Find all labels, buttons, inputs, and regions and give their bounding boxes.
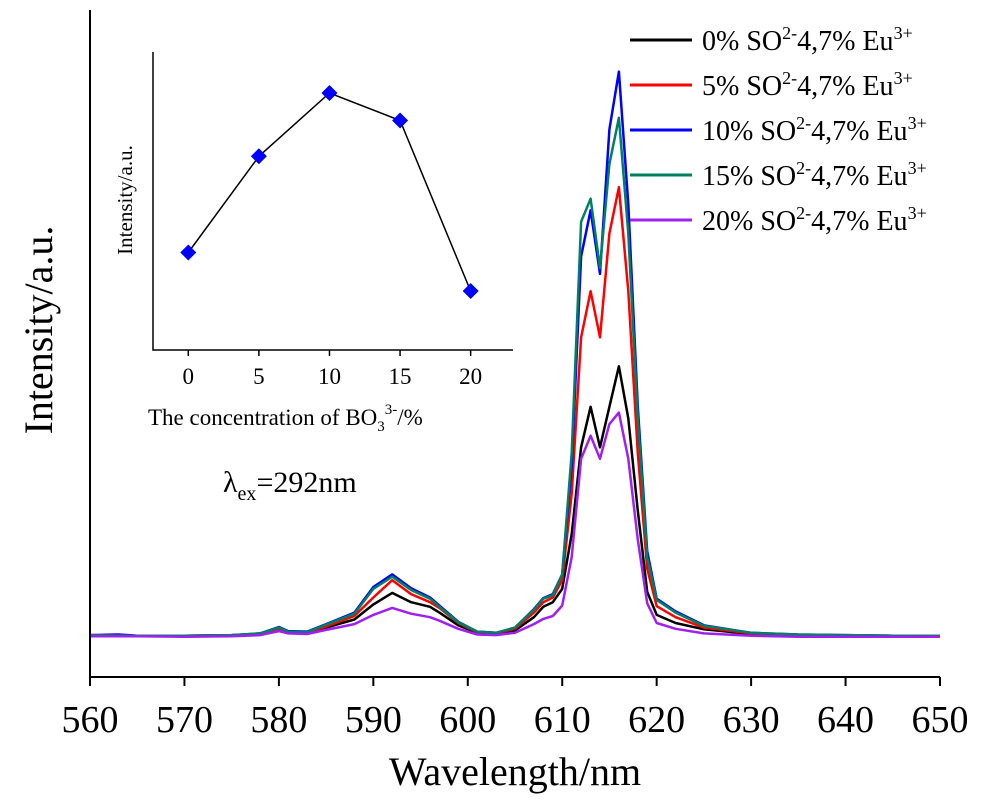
legend-label: 15% SO2-4,7% Eu3+ xyxy=(702,158,927,192)
excitation-wavelength-annotation: λex=292nm xyxy=(223,466,357,505)
main-series-group xyxy=(89,70,940,639)
legend-label-mid: 4,7% Eu xyxy=(797,26,893,57)
legend: 0% SO2-4,7% Eu3+5% SO2-4,7% Eu3+10% SO2-… xyxy=(630,23,927,237)
inset-data-point xyxy=(392,112,409,129)
inset-xlabel-main: The concentration of BO xyxy=(148,405,377,430)
legend-label-mid: 4,7% Eu xyxy=(797,71,893,102)
legend-item: 20% SO2-4,7% Eu3+ xyxy=(630,203,927,237)
x-tick-label: 600 xyxy=(439,699,496,741)
legend-item: 15% SO2-4,7% Eu3+ xyxy=(630,158,927,192)
inset-x-tick-label: 15 xyxy=(389,364,412,389)
inset-x-ticks xyxy=(187,350,472,356)
x-tick-label: 580 xyxy=(250,699,307,741)
legend-label-sup2: 3+ xyxy=(894,68,913,88)
main-x-ticks xyxy=(89,677,941,686)
y-axis-label: Intensity/a.u. xyxy=(16,226,61,435)
x-tick-label: 570 xyxy=(156,699,213,741)
legend-label-sup1: 2- xyxy=(796,203,811,223)
inset-series xyxy=(180,85,479,299)
inset-xlabel-sup: 3- xyxy=(385,402,398,418)
legend-label: 20% SO2-4,7% Eu3+ xyxy=(702,203,927,237)
main-axes-frame xyxy=(89,10,940,678)
main-x-tick-labels: 560 570 580 590 600 610 620 630 640 650 xyxy=(62,699,969,741)
inset-chart: 0 5 10 15 20 Intensity/a.u. The concentratio… xyxy=(113,52,513,435)
inset-x-tick-label: 10 xyxy=(318,364,341,389)
inset-x-tick-label: 5 xyxy=(253,364,265,389)
inset-data-point xyxy=(180,244,197,261)
legend-label-sup2: 3+ xyxy=(894,23,913,43)
series-line-3 xyxy=(89,116,940,637)
inset-x-tick-label: 0 xyxy=(183,364,195,389)
legend-item: 5% SO2-4,7% Eu3+ xyxy=(630,68,913,102)
x-tick-label: 640 xyxy=(817,699,874,741)
legend-label-pre: 20% SO xyxy=(702,206,796,237)
x-tick-label: 620 xyxy=(628,699,685,741)
inset-x-tick-labels: 0 5 10 15 20 xyxy=(183,364,483,389)
series-line-2 xyxy=(89,70,940,637)
x-tick-label: 630 xyxy=(723,699,780,741)
inset-series-line xyxy=(187,92,472,292)
x-tick-label: 610 xyxy=(534,699,591,741)
legend-item: 0% SO2-4,7% Eu3+ xyxy=(630,23,913,57)
main-chart: 560 570 580 590 600 610 620 630 640 650 Wavelengt… xyxy=(16,10,969,794)
legend-label: 10% SO2-4,7% Eu3+ xyxy=(702,113,927,147)
legend-label-pre: 15% SO xyxy=(702,161,796,192)
inset-x-axis-label: The concentration of BO33-/% xyxy=(148,402,423,435)
x-tick-label: 590 xyxy=(345,699,402,741)
legend-label-mid: 4,7% Eu xyxy=(811,116,907,147)
legend-label-sup2: 3+ xyxy=(908,158,927,178)
annotation-suffix: =292nm xyxy=(256,466,356,499)
inset-y-axis-label: Intensity/a.u. xyxy=(113,145,137,255)
legend-label-pre: 0% SO xyxy=(702,26,782,57)
inset-x-tick-label: 20 xyxy=(459,364,482,389)
legend-label-sup1: 2- xyxy=(796,113,811,133)
inset-data-point xyxy=(321,85,338,101)
x-tick-label: 560 xyxy=(62,699,119,741)
legend-item: 10% SO2-4,7% Eu3+ xyxy=(630,113,927,147)
annotation-subscript: ex xyxy=(238,483,257,505)
legend-label: 5% SO2-4,7% Eu3+ xyxy=(702,68,913,102)
legend-label-pre: 10% SO xyxy=(702,116,796,147)
annotation-prefix: λ xyxy=(223,466,238,499)
legend-label-sup2: 3+ xyxy=(908,203,927,223)
series-line-4 xyxy=(90,411,940,639)
inset-xlabel-sub: 3 xyxy=(377,419,385,435)
legend-label-sup1: 2- xyxy=(782,23,797,43)
legend-label-pre: 5% SO xyxy=(702,71,782,102)
legend-label-sup1: 2- xyxy=(796,158,811,178)
legend-label-mid: 4,7% Eu xyxy=(811,161,907,192)
legend-label-sup1: 2- xyxy=(782,68,797,88)
inset-axes xyxy=(152,52,513,351)
legend-label-mid: 4,7% Eu xyxy=(811,206,907,237)
legend-label-sup2: 3+ xyxy=(908,113,927,133)
inset-data-point xyxy=(462,283,479,299)
x-tick-label: 650 xyxy=(912,699,969,741)
x-axis-label: Wavelength/nm xyxy=(389,749,641,794)
inset-data-point xyxy=(250,148,267,165)
legend-label: 0% SO2-4,7% Eu3+ xyxy=(702,23,913,57)
inset-xlabel-post: /% xyxy=(397,405,423,430)
